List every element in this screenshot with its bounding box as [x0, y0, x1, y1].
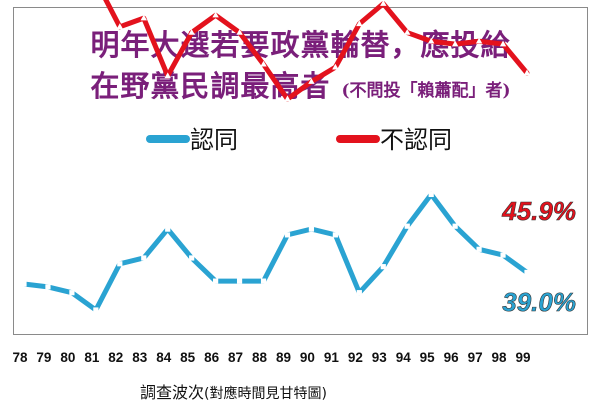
data-point [404, 29, 411, 35]
data-point [332, 63, 339, 70]
data-point [404, 223, 410, 229]
x-tick-label: 91 [324, 350, 340, 365]
x-tick-label: 82 [108, 350, 123, 365]
data-point [284, 95, 291, 102]
series-line [21, 191, 530, 313]
data-point [260, 60, 267, 67]
x-tick-label: 96 [444, 350, 460, 365]
data-point [236, 278, 243, 284]
data-point [189, 255, 195, 261]
data-point [476, 246, 482, 252]
x-tick-label: 88 [252, 350, 268, 365]
x-tick-label: 78 [12, 350, 28, 365]
x-tick-label: 85 [180, 350, 196, 365]
series-end-label: 39.0% [502, 287, 576, 317]
x-tick-label: 97 [468, 350, 483, 365]
data-point [380, 264, 386, 270]
data-point [164, 72, 171, 79]
data-point [141, 255, 147, 261]
x-axis-label: 調查波次(對應時間見甘特圖) [140, 379, 327, 403]
x-tick-label: 92 [348, 350, 363, 365]
x-tick-label: 86 [204, 350, 220, 365]
x-axis-note: (對應時間見甘特圖) [204, 386, 327, 402]
data-point [499, 40, 507, 47]
x-tick-label: 89 [276, 350, 291, 365]
series-end-label: 45.9% [501, 196, 576, 226]
data-point [451, 40, 459, 47]
data-point [140, 14, 147, 21]
chart-title-note: (不問投「賴蕭配」者) [341, 81, 511, 101]
legend-label: 不認同 [380, 126, 452, 154]
data-point [427, 37, 435, 44]
data-point [213, 278, 219, 284]
x-tick-label: 90 [300, 350, 315, 365]
data-point [500, 252, 506, 258]
x-axis-title: 調查波次 [140, 383, 205, 402]
data-point [236, 29, 243, 35]
x-tick-label: 83 [132, 350, 148, 365]
x-tick-label: 87 [228, 350, 243, 365]
data-point [356, 290, 362, 296]
x-tick-label: 84 [156, 350, 172, 365]
data-point [260, 278, 267, 284]
data-point [284, 232, 291, 238]
x-tick-label: 99 [515, 350, 530, 365]
data-point [21, 281, 27, 287]
series-line [103, 0, 530, 102]
data-point [524, 269, 530, 276]
x-tick-label: 94 [396, 350, 412, 365]
x-tick-label: 95 [420, 350, 436, 365]
x-tick-label: 80 [60, 350, 75, 365]
data-point [45, 284, 51, 290]
x-tick-label: 81 [84, 350, 100, 365]
data-point [523, 69, 531, 76]
data-point [452, 223, 458, 229]
data-point [308, 226, 315, 232]
data-point [188, 29, 195, 35]
data-point [116, 23, 124, 29]
data-point [475, 37, 483, 44]
legend-label: 認同 [190, 126, 238, 154]
data-point [308, 78, 315, 84]
x-tick-label: 98 [492, 350, 508, 365]
data-point [428, 191, 434, 198]
data-point [165, 226, 171, 232]
x-tick-label: 79 [36, 350, 51, 365]
data-point [69, 290, 75, 296]
x-tick-label: 93 [372, 350, 388, 365]
data-point [380, 0, 387, 6]
data-point [332, 232, 338, 238]
data-point [356, 20, 363, 27]
data-point [117, 261, 123, 267]
data-point [93, 307, 99, 313]
data-point [212, 11, 219, 18]
